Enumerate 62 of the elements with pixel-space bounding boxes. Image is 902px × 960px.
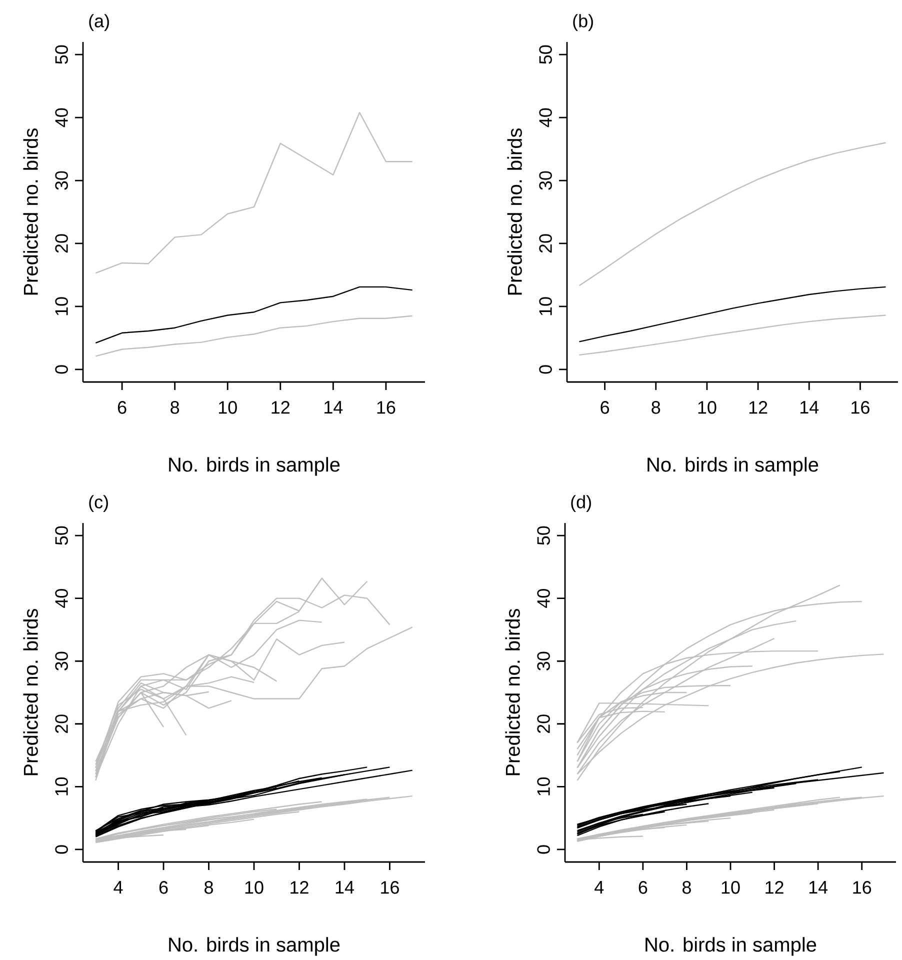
y-tick-label: 30 xyxy=(537,652,550,670)
x-tick-label: 6 xyxy=(118,401,126,414)
x-axis-title: No. birds in sample xyxy=(169,457,340,476)
x-tick-label: 12 xyxy=(749,401,768,414)
x-axis-title: No. birds in sample xyxy=(169,937,340,956)
x-tick-label: 14 xyxy=(809,881,828,894)
x-tick-label: 16 xyxy=(381,881,399,894)
x-tick-label: 12 xyxy=(290,881,308,894)
x-tick-label: 10 xyxy=(698,401,716,414)
y-tick-label: 40 xyxy=(55,589,68,608)
y-tick-label: 40 xyxy=(55,108,68,128)
y-tick-label: 20 xyxy=(55,234,68,253)
x-tick-label: 12 xyxy=(272,401,290,414)
y-axis-title: Predicted no. birds xyxy=(507,128,522,295)
y-tick-label: 10 xyxy=(537,777,550,796)
x-tick-label: 16 xyxy=(852,401,870,414)
x-tick-label: 14 xyxy=(336,881,354,894)
x-axis-title: No. birds in sample xyxy=(646,937,816,956)
y-axis-title: Predicted no. birds xyxy=(23,128,38,295)
y-tick-label: 50 xyxy=(55,526,68,545)
y-axis-title: Predicted no. birds xyxy=(505,608,520,776)
y-tick-label: 50 xyxy=(537,526,550,545)
chart-title: (a) xyxy=(89,14,109,31)
y-tick-label: 40 xyxy=(537,589,550,608)
chart-title: (c) xyxy=(89,495,108,512)
y-tick-label: 40 xyxy=(539,108,552,128)
x-tick-label: 6 xyxy=(600,401,610,414)
y-tick-label: 30 xyxy=(539,171,552,190)
x-tick-label: 14 xyxy=(324,401,343,414)
chart-title: (b) xyxy=(573,14,593,31)
x-axis-title: No. birds in sample xyxy=(648,457,818,476)
y-tick-label: 0 xyxy=(55,365,68,374)
y-tick-label: 0 xyxy=(537,845,550,854)
x-tick-label: 16 xyxy=(853,881,872,894)
chart-title: (d) xyxy=(571,495,591,512)
x-tick-label: 10 xyxy=(245,881,264,894)
y-tick-label: 10 xyxy=(539,297,552,316)
y-tick-label: 0 xyxy=(55,845,68,854)
y-tick-label: 10 xyxy=(55,297,68,316)
x-tick-label: 6 xyxy=(638,881,648,894)
y-tick-label: 20 xyxy=(539,234,552,253)
y-tick-label: 50 xyxy=(539,45,552,64)
x-tick-label: 16 xyxy=(377,401,396,414)
x-tick-label: 6 xyxy=(159,881,168,894)
x-tick-label: 8 xyxy=(204,881,213,894)
x-tick-label: 4 xyxy=(594,881,604,894)
y-tick-label: 30 xyxy=(55,652,68,670)
y-tick-label: 20 xyxy=(55,714,68,733)
x-tick-label: 10 xyxy=(218,401,237,414)
y-axis-title: Predicted no. birds xyxy=(23,608,38,776)
y-tick-label: 20 xyxy=(537,714,550,733)
x-tick-label: 8 xyxy=(682,881,691,894)
x-tick-label: 8 xyxy=(652,401,660,414)
x-tick-label: 12 xyxy=(766,881,784,894)
x-tick-label: 8 xyxy=(170,401,180,414)
y-tick-label: 0 xyxy=(539,365,552,374)
x-tick-label: 10 xyxy=(722,881,740,894)
x-tick-label: 14 xyxy=(800,401,819,414)
y-tick-label: 10 xyxy=(55,777,68,796)
y-tick-label: 50 xyxy=(55,45,68,64)
y-tick-label: 30 xyxy=(55,171,68,190)
x-tick-label: 4 xyxy=(114,881,123,894)
